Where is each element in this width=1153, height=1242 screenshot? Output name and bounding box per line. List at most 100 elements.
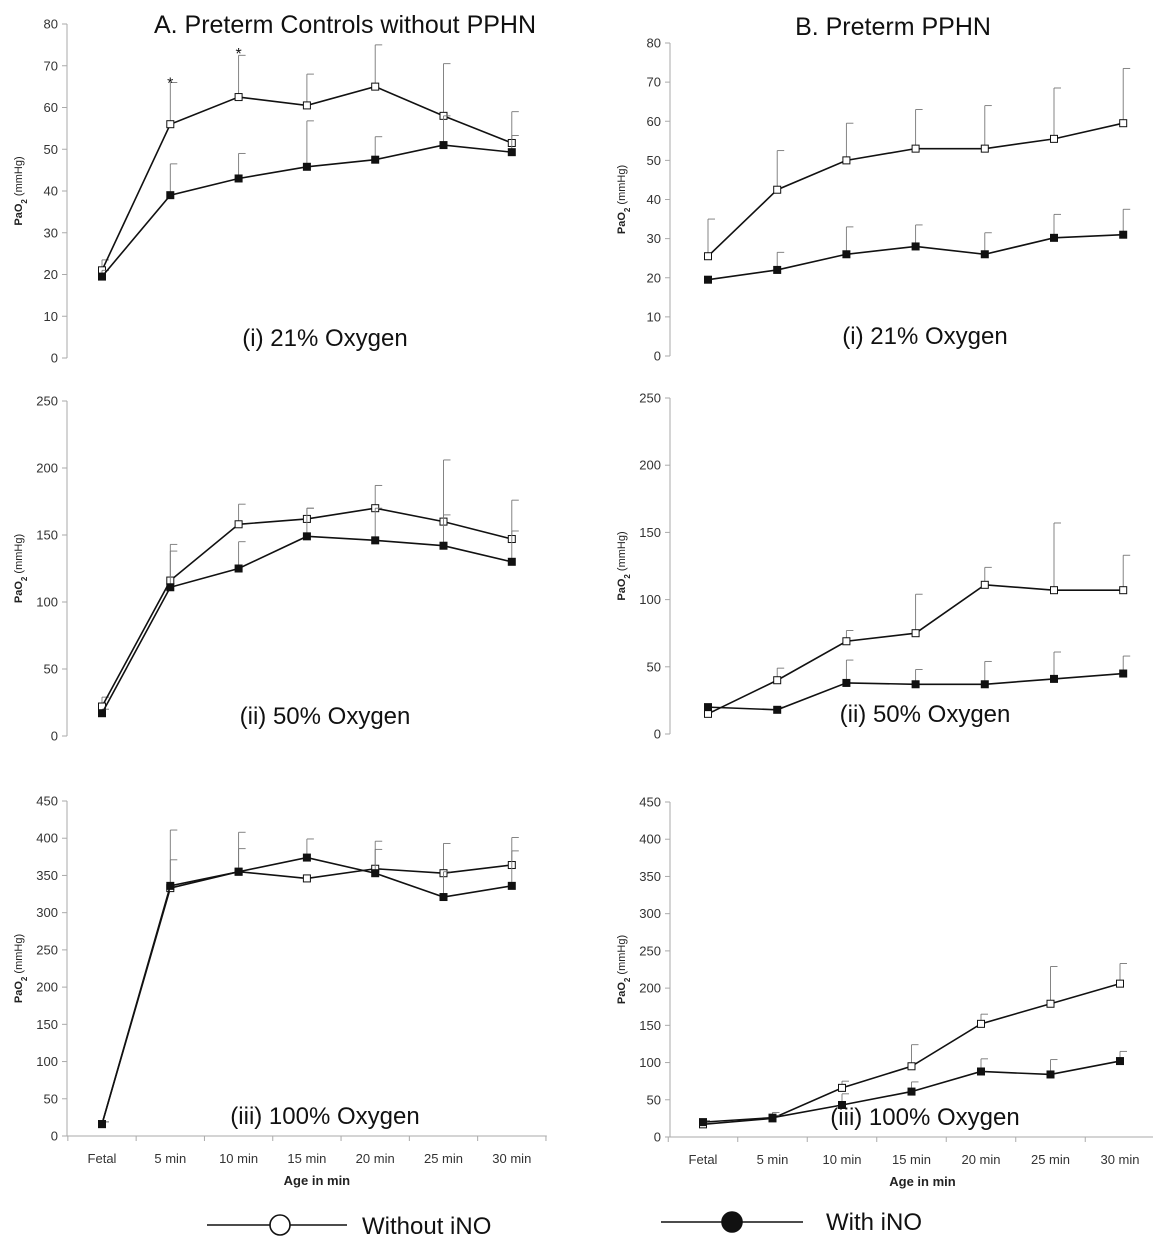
y-tick-label: 40 — [647, 192, 661, 207]
y-tick-label: 300 — [639, 906, 661, 921]
panel-title: (ii) 50% Oxygen — [240, 703, 411, 730]
x-tick-label: Fetal — [689, 1152, 718, 1167]
y-tick-label: 0 — [51, 1129, 58, 1144]
chart-panel-a-iii: 0 50 100 150 200 250 300 350 400 450 Fetal 5 min 10 … — [13, 794, 547, 1188]
y-tick-label: 350 — [36, 868, 58, 883]
data-point — [166, 120, 175, 129]
y-tick-label: 80 — [44, 17, 58, 32]
series-line — [101, 85, 513, 271]
y-tick-label: 250 — [36, 394, 58, 409]
y-tick-label: 100 — [639, 1055, 661, 1070]
data-point — [1046, 1070, 1055, 1079]
y-tick-label: 60 — [44, 100, 58, 115]
y-tick-label: 50 — [44, 662, 58, 677]
data-point — [371, 869, 380, 878]
data-point — [704, 709, 712, 718]
x-tick-label: 10 min — [822, 1152, 861, 1167]
data-point — [234, 867, 243, 876]
y-tick-label: 70 — [44, 58, 58, 73]
legend-without-ino: Without iNO — [207, 1213, 491, 1240]
data-point — [166, 191, 175, 200]
data-point — [1119, 119, 1128, 128]
y-tick-label: 0 — [654, 1130, 661, 1145]
y-tick-label: 200 — [36, 461, 58, 476]
series-with-ino — [98, 838, 519, 1129]
x-tick-label: 15 min — [892, 1152, 931, 1167]
legend-with-ino: With iNO — [661, 1209, 922, 1236]
data-point — [1046, 999, 1055, 1008]
data-point — [842, 250, 851, 259]
y-tick-label: 60 — [647, 114, 661, 129]
column-b-title: B. Preterm PPHN — [795, 13, 991, 41]
legend-without-marker — [269, 1214, 291, 1236]
data-point — [1050, 674, 1058, 683]
y-tick-label: 0 — [51, 351, 58, 366]
y-tick-label: 150 — [36, 1017, 58, 1032]
data-point — [302, 874, 311, 883]
data-point — [842, 637, 851, 646]
y-tick-label: 50 — [44, 142, 58, 157]
y-tick-label: 250 — [639, 391, 661, 406]
data-point — [234, 520, 243, 529]
y-tick-label: 0 — [51, 729, 58, 744]
data-point — [911, 242, 920, 251]
data-point — [302, 532, 311, 541]
data-point — [980, 580, 989, 589]
data-point — [1119, 669, 1128, 678]
series-line — [101, 856, 512, 1125]
data-point — [1050, 586, 1058, 595]
y-tick-label: 20 — [647, 270, 661, 285]
data-point — [1050, 134, 1058, 143]
data-point — [1119, 586, 1128, 595]
data-point — [977, 1019, 985, 1028]
y-tick-label: 50 — [647, 153, 661, 168]
data-point — [911, 629, 920, 638]
y-tick-label: 200 — [639, 458, 661, 473]
chart-panel-a-i: 0 10 20 30 40 50 60 70 80 PaO2 (mmHg) * * (i) 21% Ox… — [13, 17, 519, 366]
significance-star: * — [167, 75, 173, 92]
legend-without-label: Without iNO — [362, 1213, 491, 1240]
panel-title: (ii) 50% Oxygen — [840, 701, 1011, 728]
data-point — [773, 265, 782, 274]
data-point — [704, 275, 712, 284]
series-with-ino — [98, 507, 519, 718]
y-tick-label: 400 — [36, 831, 58, 846]
chart-panels: 0 10 20 30 40 50 60 70 80 PaO2 (mmHg) * * (i) 21% Ox… — [13, 17, 1153, 1189]
legend-with-label: With iNO — [826, 1209, 922, 1236]
series-with-ino — [699, 1050, 1127, 1127]
data-point — [699, 1118, 707, 1127]
data-point — [838, 1083, 846, 1092]
y-tick-label: 150 — [639, 525, 661, 540]
data-point — [98, 272, 106, 281]
x-tick-label: 5 min — [757, 1152, 789, 1167]
y-tick-label: 100 — [639, 592, 661, 607]
data-point — [371, 536, 380, 545]
series-with-ino — [98, 115, 519, 281]
data-point — [911, 680, 920, 689]
legend-with-marker — [721, 1211, 743, 1233]
data-point — [773, 676, 782, 685]
x-tick-label: 30 min — [1100, 1152, 1139, 1167]
x-tick-label: 5 min — [154, 1151, 186, 1166]
data-point — [773, 185, 782, 194]
y-tick-label: 200 — [36, 980, 58, 995]
y-tick-label: 80 — [647, 36, 661, 51]
panel-title: (i) 21% Oxygen — [842, 323, 1007, 350]
y-tick-label: 450 — [639, 795, 661, 810]
y-tick-label: 30 — [44, 225, 58, 240]
data-point — [977, 1067, 985, 1076]
y-axis-label: PaO2 (mmHg) — [616, 165, 632, 234]
data-point — [907, 1087, 916, 1096]
data-point — [1116, 979, 1124, 988]
data-point — [704, 703, 712, 712]
y-tick-label: 100 — [36, 1054, 58, 1069]
data-point — [234, 564, 243, 573]
y-tick-label: 50 — [647, 1092, 661, 1107]
y-tick-label: 10 — [647, 309, 661, 324]
y-tick-label: 20 — [44, 267, 58, 282]
chart-panel-a-ii: 0 50 100 150 200 250 PaO2 (mmHg) (ii) 50% Oxyge… — [13, 394, 519, 744]
data-point — [439, 541, 448, 550]
data-point — [1116, 1057, 1124, 1066]
